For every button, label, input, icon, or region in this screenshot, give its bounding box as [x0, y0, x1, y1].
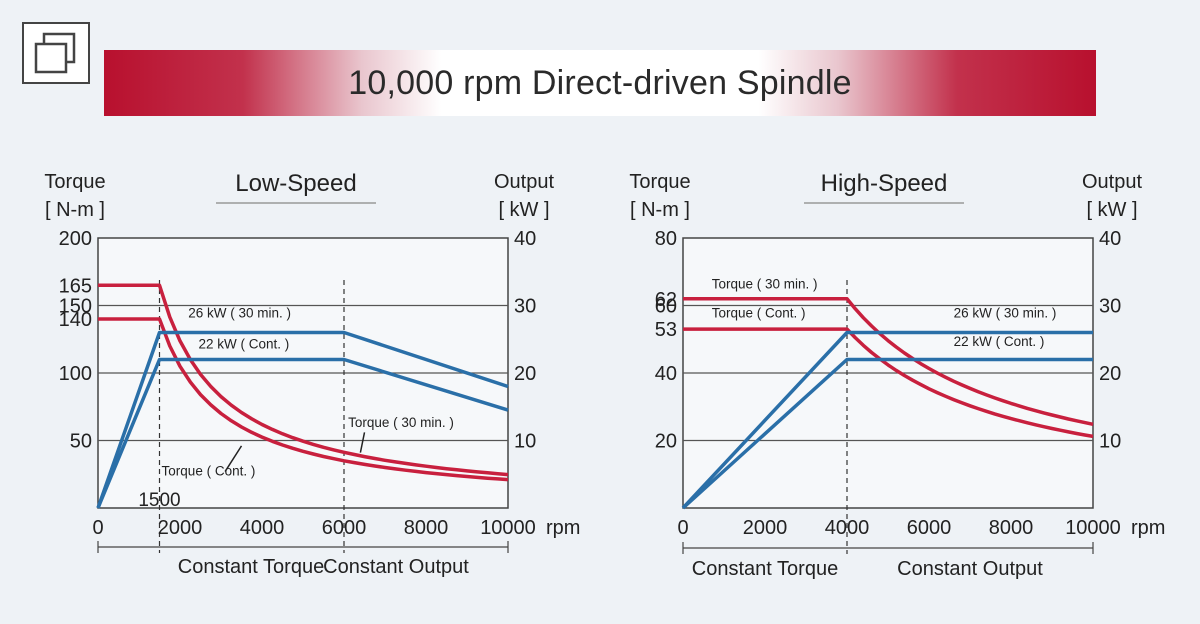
chart1-region-label-constant-output: Constant Output: [323, 556, 469, 578]
chart1-series-torque-2: [98, 317, 509, 482]
chart2-series-label: 26 kW ( 30 min. ): [954, 305, 1057, 320]
chart2-x-tick: 0: [677, 517, 688, 539]
chart1-series-label: Torque ( 30 min. ): [348, 415, 454, 430]
copy-icon: [34, 32, 76, 74]
chart1-x-tick: 10000: [480, 517, 536, 539]
chart2-y-left-tick: 53: [655, 319, 677, 341]
chart2-x-tick: 8000: [989, 517, 1034, 539]
chart2-y-right-tick: 20: [1099, 363, 1121, 385]
chart2-y-left-tick: 80: [655, 228, 677, 250]
chart1-x-tick: 0: [92, 517, 103, 539]
chart1-corner-label: 1500: [138, 490, 180, 511]
chart1-x-tick: 2000: [158, 517, 203, 539]
chart1-y-left-unit: [ N-m ]: [45, 199, 105, 221]
chart2-series-output-4: [681, 357, 1093, 510]
copy-icon-box[interactable]: [22, 22, 90, 84]
chart2-x-unit: rpm: [1131, 517, 1165, 539]
chart1-y-right-tick: 10: [514, 431, 536, 453]
chart2-region-label-constant-torque: Constant Torque: [692, 558, 838, 580]
chart1-x-tick: 8000: [404, 517, 449, 539]
chart1-series-label: 22 kW ( Cont. ): [198, 337, 289, 352]
chart1-y-left-tick: 140: [59, 309, 92, 331]
chart1-series-torque-1: [98, 283, 509, 477]
chart2-y-right-unit: [ kW ]: [1086, 199, 1137, 221]
chart2-y-left-tick: 20: [655, 431, 677, 453]
chart2-series-output-3: [681, 330, 1093, 510]
chart2-y-right-tick: 30: [1099, 296, 1121, 318]
chart1-y-left-tick: 165: [59, 275, 92, 297]
page-title: 10,000 rpm Direct-driven Spindle: [348, 63, 852, 102]
chart1-x-unit: rpm: [546, 517, 580, 539]
chart1-y-left-tick: 200: [59, 228, 92, 250]
chart1-y-right-label: Output: [494, 171, 554, 193]
chart2-x-tick: 4000: [825, 517, 870, 539]
chart2-y-right-tick: 40: [1099, 228, 1121, 250]
chart2-region-label-constant-output: Constant Output: [897, 558, 1043, 580]
chart2-x-tick: 10000: [1065, 517, 1121, 539]
chart1-y-left-label: Torque: [44, 171, 105, 193]
chart2-series-torque-1: [683, 297, 1094, 427]
chart1-series-output-4: [96, 357, 509, 509]
chart1-y-left-tick: 50: [70, 431, 92, 453]
chart2-y-left-label: Torque: [629, 171, 690, 193]
chart1-y-right-tick: 30: [514, 296, 536, 318]
chart2-y-left-tick: 40: [655, 363, 677, 385]
title-banner: 10,000 rpm Direct-driven Spindle: [104, 50, 1096, 116]
chart2-series-label: Torque ( Cont. ): [712, 305, 806, 320]
chart1-region-label-constant-torque: Constant Torque: [178, 556, 324, 578]
chart1-series-label: 26 kW ( 30 min. ): [188, 306, 291, 321]
chart1-series-label: Torque ( Cont. ): [162, 464, 256, 479]
chart1-y-left-tick: 100: [59, 363, 92, 385]
chart1-y-right-tick: 40: [514, 228, 536, 250]
chart1-title: Low-Speed: [235, 170, 356, 197]
chart2-y-left-tick: 62: [655, 289, 677, 311]
chart1-y-right-unit: [ kW ]: [498, 199, 549, 221]
chart1-x-tick: 4000: [240, 517, 285, 539]
chart2-y-left-unit: [ N-m ]: [630, 199, 690, 221]
chart1-x-tick: 6000: [322, 517, 367, 539]
chart2-y-right-tick: 10: [1099, 431, 1121, 453]
chart2-y-right-label: Output: [1082, 171, 1142, 193]
chart1-series-output-3: [96, 330, 509, 509]
chart1-pointer-arrow: [224, 445, 243, 472]
chart2-x-tick: 2000: [743, 517, 788, 539]
chart1-pointer-arrow: [359, 432, 366, 453]
chart2-series-label: Torque ( 30 min. ): [712, 277, 818, 292]
chart2-title: High-Speed: [821, 170, 948, 197]
chart2-y-left-tick: 60: [655, 296, 677, 318]
chart2-series-label: 22 kW ( Cont. ): [954, 334, 1045, 349]
chart2-x-tick: 6000: [907, 517, 952, 539]
chart1-y-right-tick: 20: [514, 363, 536, 385]
chart1-y-left-tick: 150: [59, 296, 92, 318]
